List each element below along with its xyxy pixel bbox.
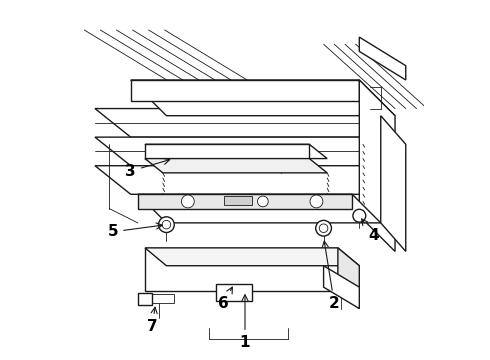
Circle shape	[258, 196, 268, 207]
Polygon shape	[145, 144, 327, 158]
Polygon shape	[131, 80, 395, 116]
Polygon shape	[138, 194, 381, 223]
Text: 5: 5	[107, 223, 162, 239]
Polygon shape	[217, 284, 252, 301]
Polygon shape	[145, 144, 309, 158]
Polygon shape	[138, 194, 352, 208]
Polygon shape	[131, 80, 359, 102]
Text: 1: 1	[240, 295, 250, 350]
Text: 2: 2	[322, 241, 340, 311]
Text: 7: 7	[147, 307, 157, 334]
Circle shape	[162, 220, 171, 229]
Polygon shape	[223, 196, 252, 205]
Text: 3: 3	[125, 158, 170, 179]
Circle shape	[316, 220, 331, 236]
Polygon shape	[145, 158, 327, 173]
Polygon shape	[95, 137, 395, 166]
Polygon shape	[95, 109, 395, 137]
Circle shape	[319, 224, 328, 233]
Polygon shape	[145, 294, 173, 303]
Text: 4: 4	[362, 219, 379, 243]
Circle shape	[310, 195, 323, 208]
Circle shape	[181, 195, 194, 208]
Circle shape	[353, 209, 366, 222]
Circle shape	[159, 217, 174, 233]
Polygon shape	[95, 166, 395, 194]
Polygon shape	[145, 248, 359, 266]
Polygon shape	[359, 80, 395, 251]
Polygon shape	[381, 116, 406, 251]
Polygon shape	[145, 248, 338, 291]
Polygon shape	[359, 37, 406, 80]
Polygon shape	[338, 248, 359, 309]
Text: 6: 6	[218, 287, 232, 311]
Polygon shape	[323, 266, 359, 309]
Polygon shape	[138, 293, 152, 305]
